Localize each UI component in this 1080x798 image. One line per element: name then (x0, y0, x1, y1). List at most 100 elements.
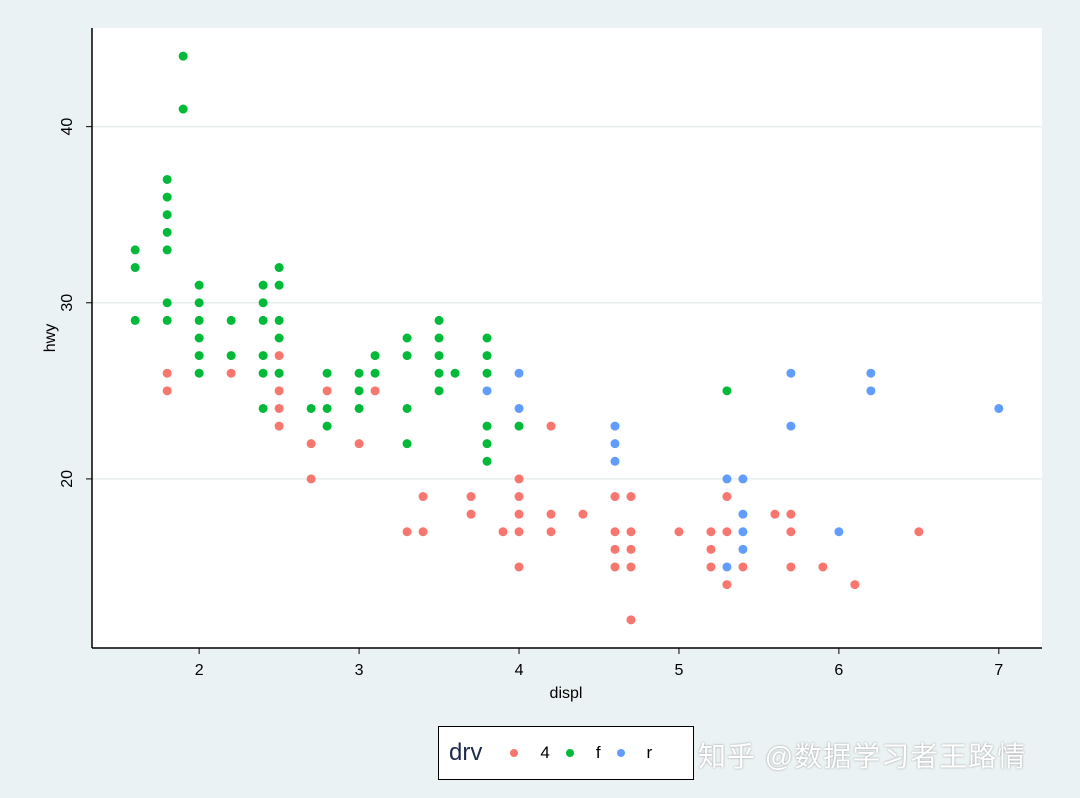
data-point-f (354, 403, 364, 413)
data-point-4 (722, 527, 732, 537)
data-point-4 (610, 562, 620, 572)
data-point-r (738, 527, 748, 537)
data-point-f (194, 280, 204, 290)
x-axis-label: displ (550, 685, 583, 702)
data-point-4 (738, 562, 748, 572)
data-point-f (274, 280, 284, 290)
data-point-r (866, 368, 876, 378)
legend-item-r: r (616, 743, 653, 763)
data-point-f (162, 315, 172, 325)
legend-label: 4 (540, 743, 550, 762)
data-point-4 (514, 474, 524, 484)
data-point-f (402, 351, 412, 361)
legend-label: f (595, 743, 601, 762)
data-point-r (514, 368, 524, 378)
data-point-f (226, 351, 236, 361)
data-point-4 (770, 509, 780, 519)
data-point-4 (162, 386, 172, 396)
data-point-f (162, 298, 172, 308)
data-point-f (514, 421, 524, 431)
data-point-r (722, 474, 732, 484)
data-point-f (434, 333, 444, 343)
data-point-f (194, 333, 204, 343)
x-tick-label: 3 (355, 662, 364, 679)
y-tick-label: 40 (59, 118, 76, 136)
data-point-4 (626, 527, 636, 537)
y-axis-label: hwy (42, 324, 59, 352)
data-point-f (482, 421, 492, 431)
data-point-f (226, 315, 236, 325)
data-point-4 (226, 368, 236, 378)
data-point-4 (546, 509, 556, 519)
data-point-4 (610, 544, 620, 554)
data-point-r (514, 403, 524, 413)
data-point-4 (626, 544, 636, 554)
data-point-4 (722, 580, 732, 590)
data-point-4 (674, 527, 684, 537)
data-point-f (130, 245, 140, 255)
data-point-f (130, 263, 140, 273)
data-point-f (274, 333, 284, 343)
data-point-4 (162, 368, 172, 378)
data-point-4 (786, 562, 796, 572)
data-point-f (434, 315, 444, 325)
data-point-f (482, 439, 492, 449)
y-tick-label: 30 (59, 294, 76, 312)
data-point-4 (466, 509, 476, 519)
plot-area (92, 28, 1042, 648)
data-point-4 (546, 527, 556, 537)
data-point-4 (418, 527, 428, 537)
data-point-f (482, 351, 492, 361)
data-point-4 (306, 439, 316, 449)
data-point-f (194, 298, 204, 308)
data-point-4 (306, 474, 316, 484)
legend-marker-icon (616, 749, 625, 757)
legend-item-f: f (565, 743, 601, 763)
data-point-f (482, 333, 492, 343)
data-point-4 (546, 421, 556, 431)
legend-label: r (646, 743, 653, 762)
data-point-r (738, 509, 748, 519)
data-point-4 (402, 527, 412, 537)
data-point-4 (274, 351, 284, 361)
x-tick-label: 4 (515, 662, 524, 679)
legend-title: drv (449, 739, 483, 766)
data-point-f (274, 263, 284, 273)
x-tick-label: 6 (834, 662, 843, 679)
data-point-f (322, 403, 332, 413)
data-point-f (322, 421, 332, 431)
data-point-4 (514, 509, 524, 519)
data-point-f (402, 439, 412, 449)
data-point-f (194, 351, 204, 361)
data-point-r (482, 386, 492, 396)
data-point-f (322, 368, 332, 378)
x-tick-label: 2 (195, 662, 204, 679)
data-point-f (194, 315, 204, 325)
data-point-f (194, 368, 204, 378)
data-point-f (162, 192, 172, 202)
data-point-4 (818, 562, 828, 572)
data-point-f (402, 403, 412, 413)
legend: drv 4 f r (438, 726, 694, 780)
data-point-r (610, 439, 620, 449)
data-point-r (610, 456, 620, 466)
data-point-4 (850, 580, 860, 590)
data-point-f (258, 368, 268, 378)
data-point-f (434, 368, 444, 378)
data-point-f (162, 245, 172, 255)
data-point-4 (498, 527, 508, 537)
data-point-4 (514, 562, 524, 572)
data-point-r (722, 562, 732, 572)
data-point-4 (274, 386, 284, 396)
data-point-f (370, 368, 380, 378)
data-point-f (434, 351, 444, 361)
data-point-f (370, 351, 380, 361)
data-point-f (402, 333, 412, 343)
data-point-f (162, 227, 172, 237)
data-point-4 (610, 492, 620, 502)
legend-marker-icon (510, 749, 519, 757)
data-point-4 (370, 386, 380, 396)
data-point-f (482, 456, 492, 466)
data-point-r (834, 527, 844, 537)
